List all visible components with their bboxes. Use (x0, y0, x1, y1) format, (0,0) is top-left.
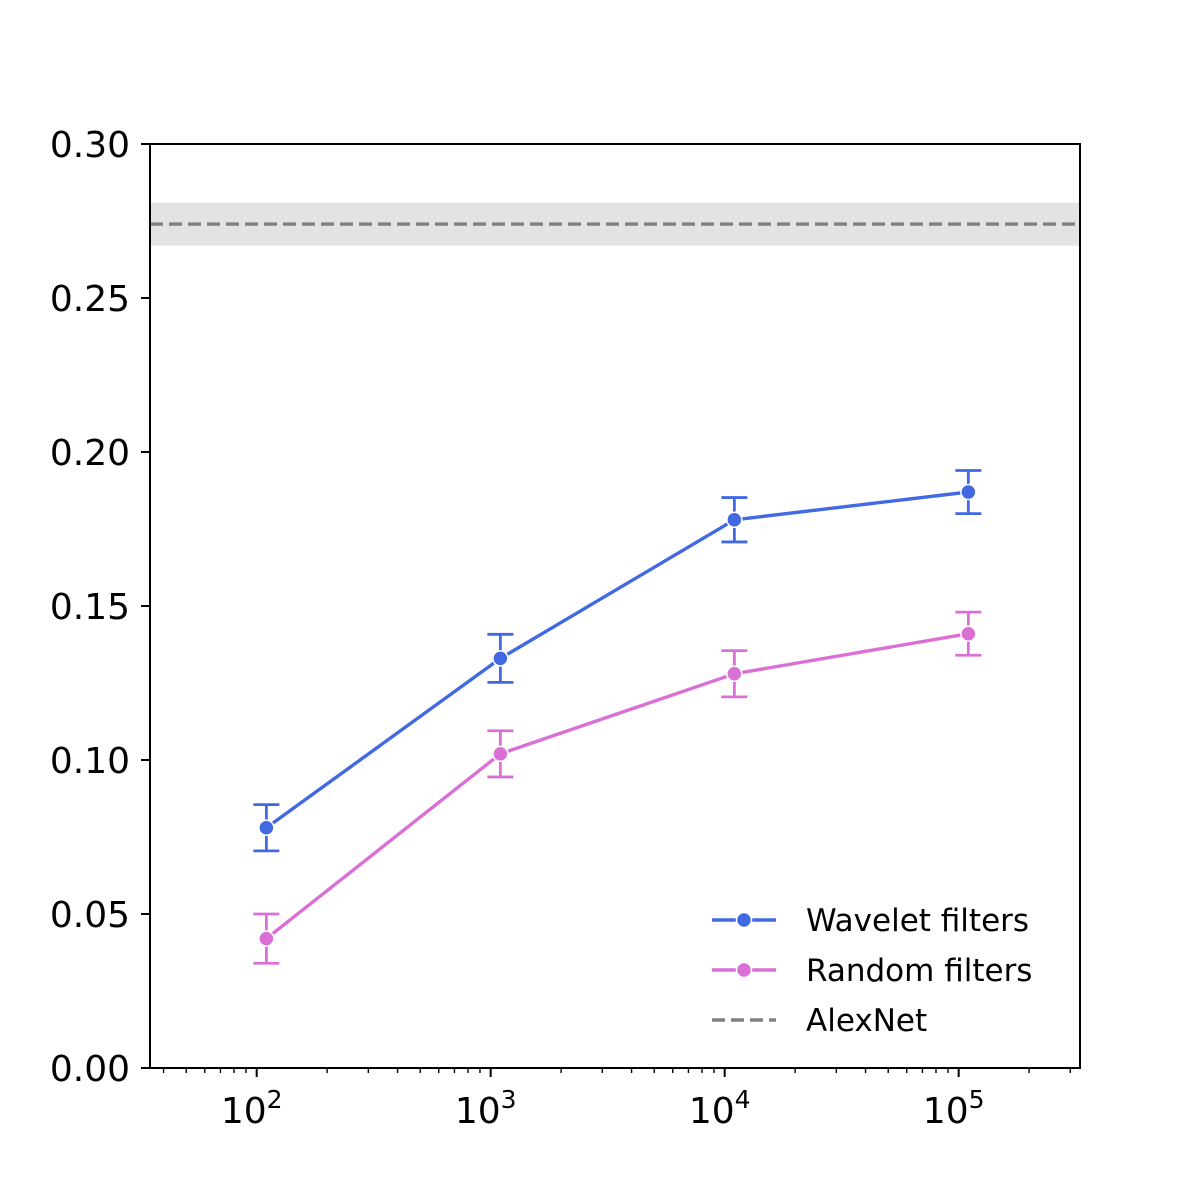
x-tick-label: 104 (689, 1085, 751, 1132)
data-point (726, 511, 743, 529)
legend-label: Wavelet filters (806, 903, 1029, 939)
data-point (960, 625, 977, 642)
data-point (258, 930, 275, 947)
y-tick-label: 0.15 (50, 587, 130, 628)
y-tick-label: 0.25 (50, 279, 130, 320)
legend-marker (735, 911, 753, 929)
x-tick-label: 105 (923, 1085, 985, 1132)
plot-area (150, 202, 1080, 965)
data-point (492, 650, 509, 667)
data-point (960, 483, 977, 501)
data-point (258, 819, 275, 837)
legend-label: AlexNet (806, 1003, 927, 1039)
x-tick-label: 103 (455, 1085, 517, 1132)
data-point (726, 665, 743, 683)
y-tick-label: 0.10 (50, 741, 130, 782)
y-tick-label: 0.30 (50, 125, 130, 166)
x-tick-label: 102 (221, 1085, 283, 1132)
series-line-0 (264, 490, 971, 830)
series-line-1 (264, 632, 971, 941)
legend: Wavelet filters Random filters AlexNet (712, 903, 1032, 1039)
y-tick-label: 0.00 (50, 1049, 130, 1090)
axes: 0.00 0.05 0.10 0.15 0.20 0.25 0.30 102 103 104 105 (50, 125, 1081, 1132)
legend-label: Random filters (806, 953, 1032, 989)
data-point (492, 745, 509, 763)
y-tick-label: 0.05 (50, 895, 130, 936)
y-tick-label: 0.20 (50, 433, 130, 474)
legend-marker (735, 961, 753, 979)
